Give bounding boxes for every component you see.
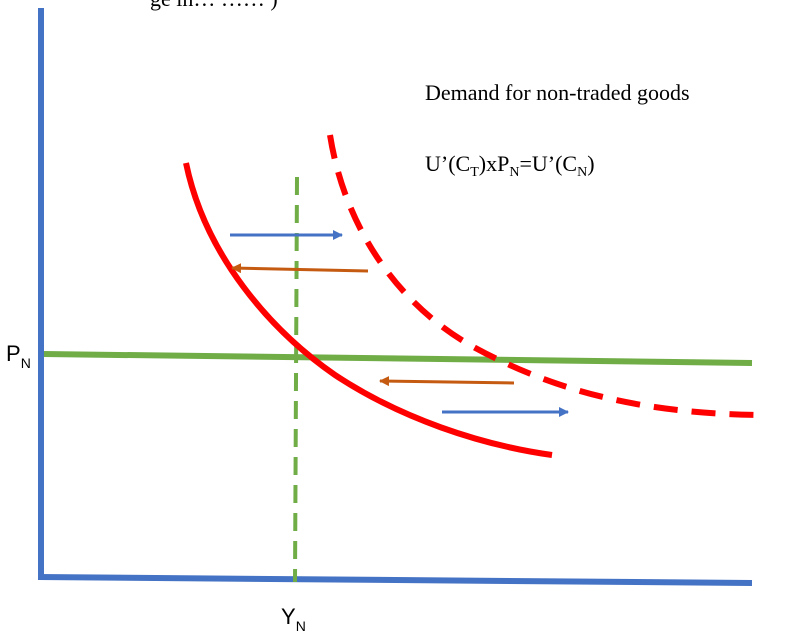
arrow-left-lower xyxy=(379,376,515,387)
output-label: YN xyxy=(281,604,306,634)
output-line xyxy=(293,176,299,583)
curve-title: Demand for non-traded goods xyxy=(425,80,690,105)
demand-curve xyxy=(183,162,553,458)
arrow-left-upper xyxy=(231,263,369,274)
x-axis xyxy=(37,574,753,586)
header-fragment: ge in… …… ) xyxy=(150,0,278,11)
price-line xyxy=(43,351,753,366)
equation: U’(CT)xPN=U’(CN) xyxy=(425,151,595,180)
shifted-demand-curve xyxy=(327,134,758,418)
price-label: PN xyxy=(6,341,31,371)
